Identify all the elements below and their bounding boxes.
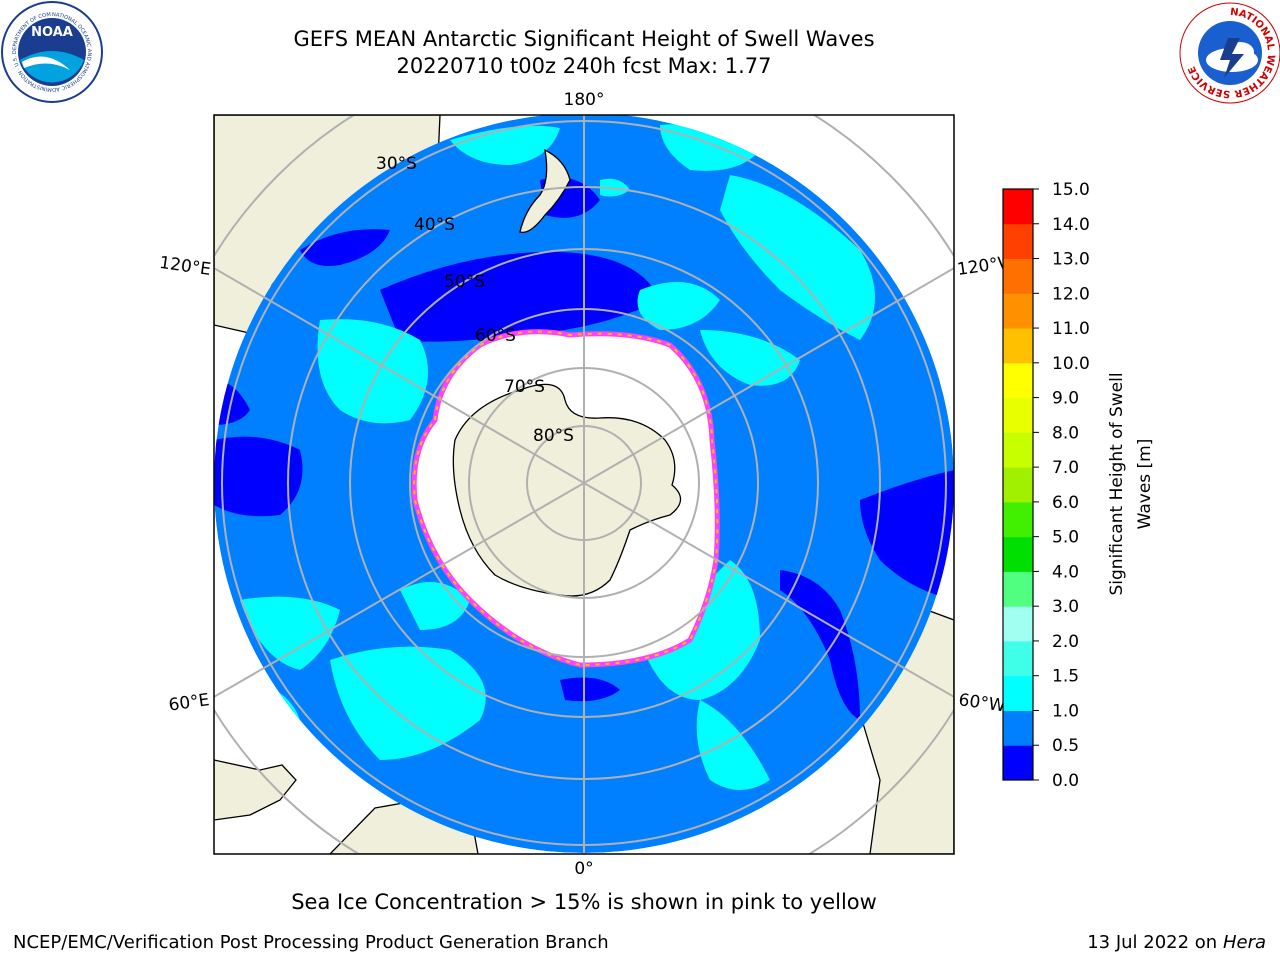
sea-ice-caption: Sea Ice Concentration > 15% is shown in … bbox=[291, 890, 877, 914]
colorbar-tick-label: 0.5 bbox=[1052, 736, 1079, 756]
colorbar-label-line2: Waves [m] bbox=[1135, 439, 1155, 530]
map-title-line2: 20220710 t00z 240h fcst Max: 1.77 bbox=[396, 54, 772, 78]
colorbar-frame bbox=[1002, 188, 1034, 781]
lat-label-40s: 40°S bbox=[414, 215, 455, 235]
colorbar-band bbox=[1003, 571, 1033, 607]
colorbar-band bbox=[1003, 328, 1033, 364]
lon-label-60e: 60°E bbox=[167, 690, 210, 715]
colorbar-tick-label: 1.5 bbox=[1052, 667, 1079, 687]
colorbar-band bbox=[1003, 467, 1033, 503]
footer-date: 13 Jul 2022 on Hera bbox=[1087, 932, 1266, 953]
colorbar-tick-label: 15.0 bbox=[1052, 180, 1090, 200]
colorbar-tick-label: 4.0 bbox=[1052, 562, 1079, 582]
colorbar-band bbox=[1003, 536, 1033, 572]
colorbar-label-line1: Significant Height of Swell bbox=[1107, 372, 1127, 595]
colorbar-tick-label: 10.0 bbox=[1052, 354, 1090, 374]
colorbar-tick-label: 2.0 bbox=[1052, 632, 1079, 652]
footer-date-text: 13 Jul 2022 on bbox=[1087, 932, 1223, 953]
colorbar-tick-label: 6.0 bbox=[1052, 493, 1079, 513]
colorbar-band bbox=[1003, 606, 1033, 642]
noaa-logo-text: NOAA bbox=[31, 25, 73, 40]
lat-label-30s: 30°S bbox=[376, 154, 417, 174]
lon-label-120e: 120°E bbox=[158, 253, 212, 280]
antarctica bbox=[452, 383, 682, 597]
lon-label-0: 0° bbox=[574, 859, 593, 879]
colorbar-tick-label: 13.0 bbox=[1052, 250, 1090, 270]
colorbar-tick-label: 1.0 bbox=[1052, 701, 1079, 721]
colorbar-tick-label: 11.0 bbox=[1052, 319, 1090, 339]
colorbar: 15.0 14.0 13.0 12.0 11.0 10.0 9.0 8.0 7.0 6.0 5.0 4… bbox=[1002, 180, 1155, 791]
colorbar-band bbox=[1003, 397, 1033, 433]
map-frame bbox=[213, 114, 955, 855]
colorbar-band bbox=[1003, 640, 1033, 677]
lat-label-60s: 60°S bbox=[475, 326, 516, 346]
polar-map: 30°S 40°S 50°S 60°S 70°S 80°S 180° 0° 12… bbox=[158, 90, 1016, 879]
noaa-logo: NOAA NATIONAL OCEANIC AND ATMOSPHERIC AD… bbox=[0, 0, 103, 103]
colorbar-tick-label: 3.0 bbox=[1052, 597, 1079, 617]
lat-label-80s: 80°S bbox=[533, 426, 574, 446]
colorbar-band bbox=[1003, 675, 1033, 711]
lat-label-50s: 50°S bbox=[444, 272, 485, 292]
colorbar-tick-label: 12.0 bbox=[1052, 284, 1090, 304]
colorbar-ticks: 15.0 14.0 13.0 12.0 11.0 10.0 9.0 8.0 7.0 6.0 5.0 4… bbox=[1033, 180, 1090, 791]
lon-label-60w: 60°W bbox=[957, 690, 1006, 716]
colorbar-tick-label: 0.0 bbox=[1052, 771, 1079, 791]
colorbar-tick-label: 8.0 bbox=[1052, 423, 1079, 443]
map-title-line1: GEFS MEAN Antarctic Significant Height o… bbox=[293, 27, 875, 51]
colorbar-band bbox=[1003, 362, 1033, 399]
colorbar-bands bbox=[1003, 189, 1033, 781]
colorbar-band bbox=[1003, 710, 1033, 746]
colorbar-tick-label: 7.0 bbox=[1052, 458, 1079, 478]
lon-label-180: 180° bbox=[564, 90, 605, 110]
colorbar-band bbox=[1003, 223, 1033, 260]
footer-machine: Hera bbox=[1222, 932, 1266, 953]
nws-logo: NATIONAL WEATHER SERVICE bbox=[1179, 2, 1280, 104]
footer-credit: NCEP/EMC/Verification Post Processing Pr… bbox=[13, 932, 609, 953]
colorbar-tick-label: 14.0 bbox=[1052, 215, 1090, 235]
colorbar-band bbox=[1003, 258, 1033, 294]
new-zealand bbox=[519, 148, 571, 234]
colorbar-band bbox=[1003, 432, 1033, 468]
colorbar-band bbox=[1003, 189, 1033, 225]
lat-label-70s: 70°S bbox=[504, 377, 545, 397]
colorbar-band bbox=[1003, 293, 1033, 329]
colorbar-tick-label: 5.0 bbox=[1052, 528, 1079, 548]
colorbar-tick-label: 9.0 bbox=[1052, 389, 1079, 409]
graticule bbox=[214, 115, 954, 854]
colorbar-band bbox=[1003, 745, 1033, 781]
colorbar-band bbox=[1003, 501, 1033, 538]
